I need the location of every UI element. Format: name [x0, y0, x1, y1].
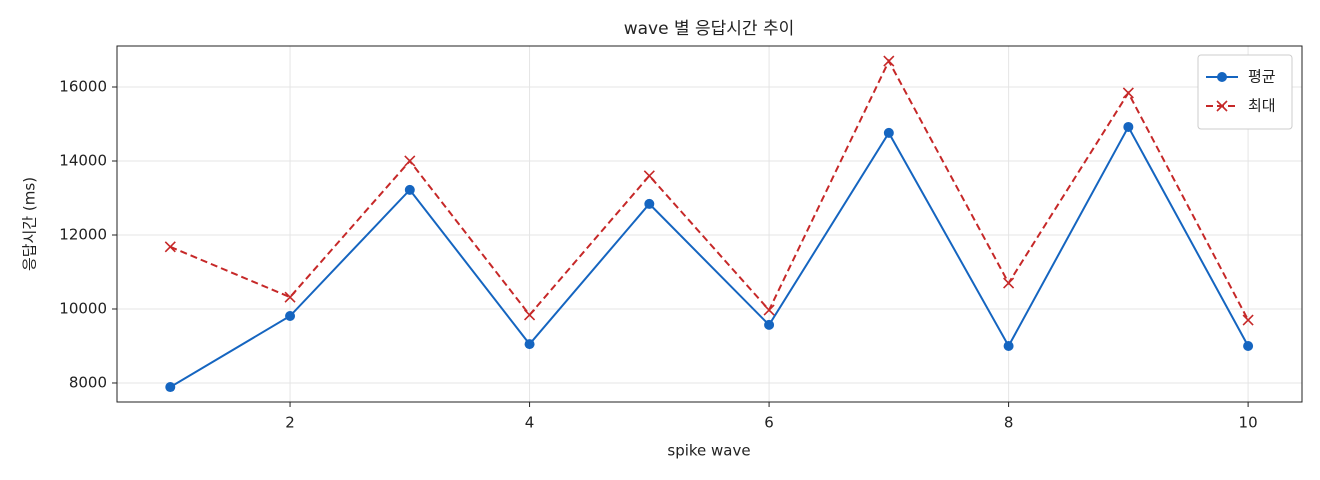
x-tick-label: 2 — [285, 414, 295, 432]
y-tick-label: 16000 — [59, 77, 107, 95]
series-line — [169, 124, 1249, 388]
point — [1216, 100, 1228, 112]
point — [285, 311, 296, 322]
point — [643, 170, 655, 182]
point — [644, 198, 655, 209]
y-tick-label: 14000 — [59, 151, 107, 169]
x-tick-label: 4 — [525, 414, 535, 432]
y-axis-label: 응답시간 (ms) — [21, 177, 39, 271]
x-tick-label: 6 — [764, 414, 774, 432]
point — [763, 304, 775, 316]
point — [404, 155, 416, 167]
series-line — [169, 58, 1249, 321]
point — [404, 184, 415, 195]
point — [883, 127, 894, 138]
point — [524, 339, 535, 350]
y-tick-label: 12000 — [59, 225, 107, 243]
legend-box — [1197, 54, 1293, 130]
x-axis-label: spike wave — [667, 442, 750, 460]
point — [1242, 314, 1254, 326]
point — [1003, 340, 1014, 351]
legend-label: 평균 — [1248, 68, 1276, 86]
y-tick-label: 8000 — [69, 373, 107, 391]
point — [883, 55, 895, 67]
point — [1122, 87, 1134, 99]
point — [1003, 277, 1015, 289]
point — [164, 241, 176, 253]
legend-label: 최대 — [1248, 97, 1276, 115]
x-tick-label: 10 — [1239, 414, 1258, 432]
point — [1123, 121, 1134, 132]
point — [1217, 72, 1227, 82]
plot-frame — [116, 45, 1303, 403]
x-tick-label: 8 — [1004, 414, 1014, 432]
point — [1243, 340, 1254, 351]
point — [523, 309, 536, 321]
y-tick-label: 10000 — [59, 299, 107, 317]
point — [284, 291, 296, 303]
point — [764, 319, 775, 330]
point — [165, 382, 176, 393]
chart-title: wave 별 응답시간 추이 — [624, 19, 795, 39]
